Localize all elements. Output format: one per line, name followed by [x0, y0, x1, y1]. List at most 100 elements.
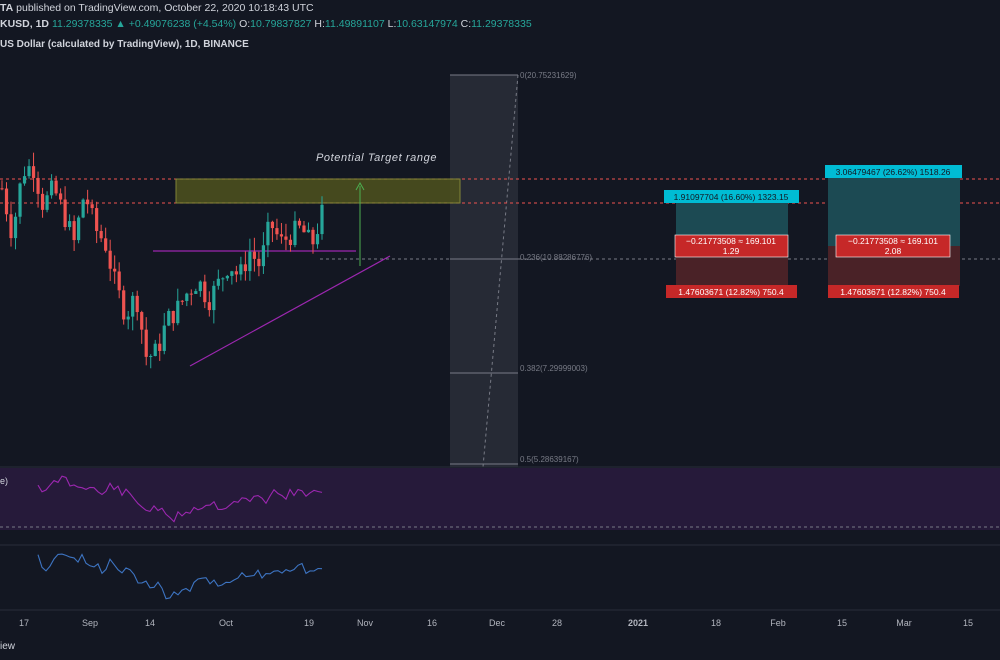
candle-body	[13, 216, 18, 239]
triangle-support[interactable]	[189, 255, 391, 367]
rsi-legend[interactable]: e)	[0, 476, 8, 486]
time-axis-tick: Dec	[489, 618, 506, 628]
candle-body	[95, 208, 99, 232]
target-range-box[interactable]	[175, 178, 461, 204]
candle-body	[158, 343, 162, 351]
candle-body	[131, 295, 135, 317]
position-1-stop-badge	[666, 285, 797, 298]
author-name: TA	[0, 2, 14, 14]
rsi-band	[0, 468, 1000, 530]
close-value: 11.29378335	[471, 18, 532, 30]
position-2-stop-label: 1.47603671 (12.82%) 750.4	[840, 287, 946, 297]
indicator-line	[37, 553, 323, 600]
candle-body	[216, 278, 220, 286]
publish-info: TA published on TradingView.com, October…	[0, 2, 314, 18]
fib-label-0: 0(20.75231629)	[520, 71, 577, 80]
position-2-entry-line2: 2.08	[885, 246, 902, 256]
candle-body	[0, 188, 4, 190]
candle-body	[311, 229, 315, 245]
candle-body	[248, 251, 252, 272]
candle-body	[194, 291, 198, 294]
time-axis-tick: Sep	[82, 618, 98, 628]
time-axis[interactable]: 17 Sep 14 Oct 19 Nov 16 Dec 28 2021 18 Feb 15 Mar 15	[19, 618, 973, 628]
candle-body	[306, 229, 311, 233]
footer-brand: iew	[0, 641, 16, 652]
candle-body	[239, 264, 243, 275]
candle-body	[230, 271, 234, 276]
candle-body	[315, 234, 320, 245]
long-position-1[interactable]: 1.91097704 (16.60%) 1323.15 −0.21773508 …	[664, 190, 799, 298]
time-axis-tick: 15	[837, 618, 847, 628]
candle-body	[257, 258, 261, 267]
candle-body	[31, 166, 36, 178]
fib-retracement-zone[interactable]	[450, 75, 518, 467]
candlestick-series	[0, 152, 324, 369]
candle-body	[99, 231, 103, 239]
candle-body	[261, 245, 266, 267]
position-1-stop-label: 1.47603671 (12.82%) 750.4	[678, 287, 784, 297]
candle-body	[86, 199, 90, 205]
time-axis-tick: 2021	[628, 618, 648, 628]
candle-body	[270, 221, 275, 229]
position-1-target-badge	[664, 190, 799, 203]
candle-body	[189, 293, 193, 295]
candle-body	[117, 271, 121, 291]
candle-body	[212, 285, 216, 311]
candle-body	[77, 217, 81, 241]
long-position-2[interactable]: 3.06479467 (26.62%) 1518.26 −0.21773508 …	[825, 165, 962, 298]
time-axis-tick: 15	[963, 618, 973, 628]
candle-body	[126, 316, 130, 320]
candle-body	[18, 183, 22, 217]
candle-body	[45, 195, 49, 210]
low-value: 10.63147974	[396, 18, 458, 30]
candle-body	[297, 220, 302, 226]
candle-body	[207, 302, 211, 311]
change-arrow-icon: ▲	[115, 18, 126, 30]
candle-body	[185, 293, 189, 301]
time-axis-tick: Mar	[896, 618, 912, 628]
candle-body	[252, 251, 256, 259]
time-axis-tick: 18	[711, 618, 721, 628]
candle-body	[9, 214, 13, 239]
pair-title: US Dollar (calculated by TradingView), 1…	[0, 39, 249, 50]
candle-body	[49, 180, 54, 196]
candle-body	[302, 225, 306, 233]
candle-body	[198, 281, 202, 292]
price-change: +0.49076238 (+4.54%)	[128, 18, 237, 30]
candle-body	[171, 310, 175, 324]
candle-body	[122, 290, 126, 320]
candle-body	[36, 177, 40, 194]
candle-body	[72, 221, 76, 241]
position-1-entry-line2: 1.29	[723, 246, 740, 256]
time-axis-tick: 19	[304, 618, 314, 628]
candle-body	[113, 268, 117, 272]
last-price: 11.29378335	[51, 18, 113, 30]
position-2-entry-badge	[835, 234, 951, 258]
candle-body	[279, 234, 284, 237]
candle-body	[162, 325, 166, 351]
candle-body	[40, 193, 45, 210]
position-1-target-label: 1.91097704 (16.60%) 1323.15	[674, 192, 789, 202]
symbol-label[interactable]: KUSD, 1D	[0, 18, 50, 30]
candle-body	[63, 199, 67, 228]
fib-label-05: 0.5(5.28639167)	[520, 455, 579, 464]
time-axis-tick: Feb	[770, 618, 786, 628]
candle-body	[293, 220, 297, 246]
candle-body	[320, 204, 324, 235]
candle-body	[140, 312, 144, 330]
candle-body	[180, 300, 184, 302]
position-1-entry-badge	[674, 234, 789, 258]
position-2-entry-line1: −0.21773508 ≈ 169.101	[848, 236, 938, 246]
candle-body	[284, 236, 288, 240]
candle-body	[58, 193, 63, 200]
close-label: C:	[460, 18, 472, 30]
rsi-line	[37, 475, 323, 523]
candle-body	[27, 166, 31, 177]
time-axis-tick: 16	[427, 618, 437, 628]
candle-body	[167, 310, 171, 326]
candle-body	[149, 356, 153, 358]
open-label: O:	[239, 18, 251, 30]
ohlc-bar: KUSD, 1D 11.29378335 ▲ +0.49076238 (+4.5…	[0, 18, 532, 32]
candle-body	[68, 221, 72, 228]
